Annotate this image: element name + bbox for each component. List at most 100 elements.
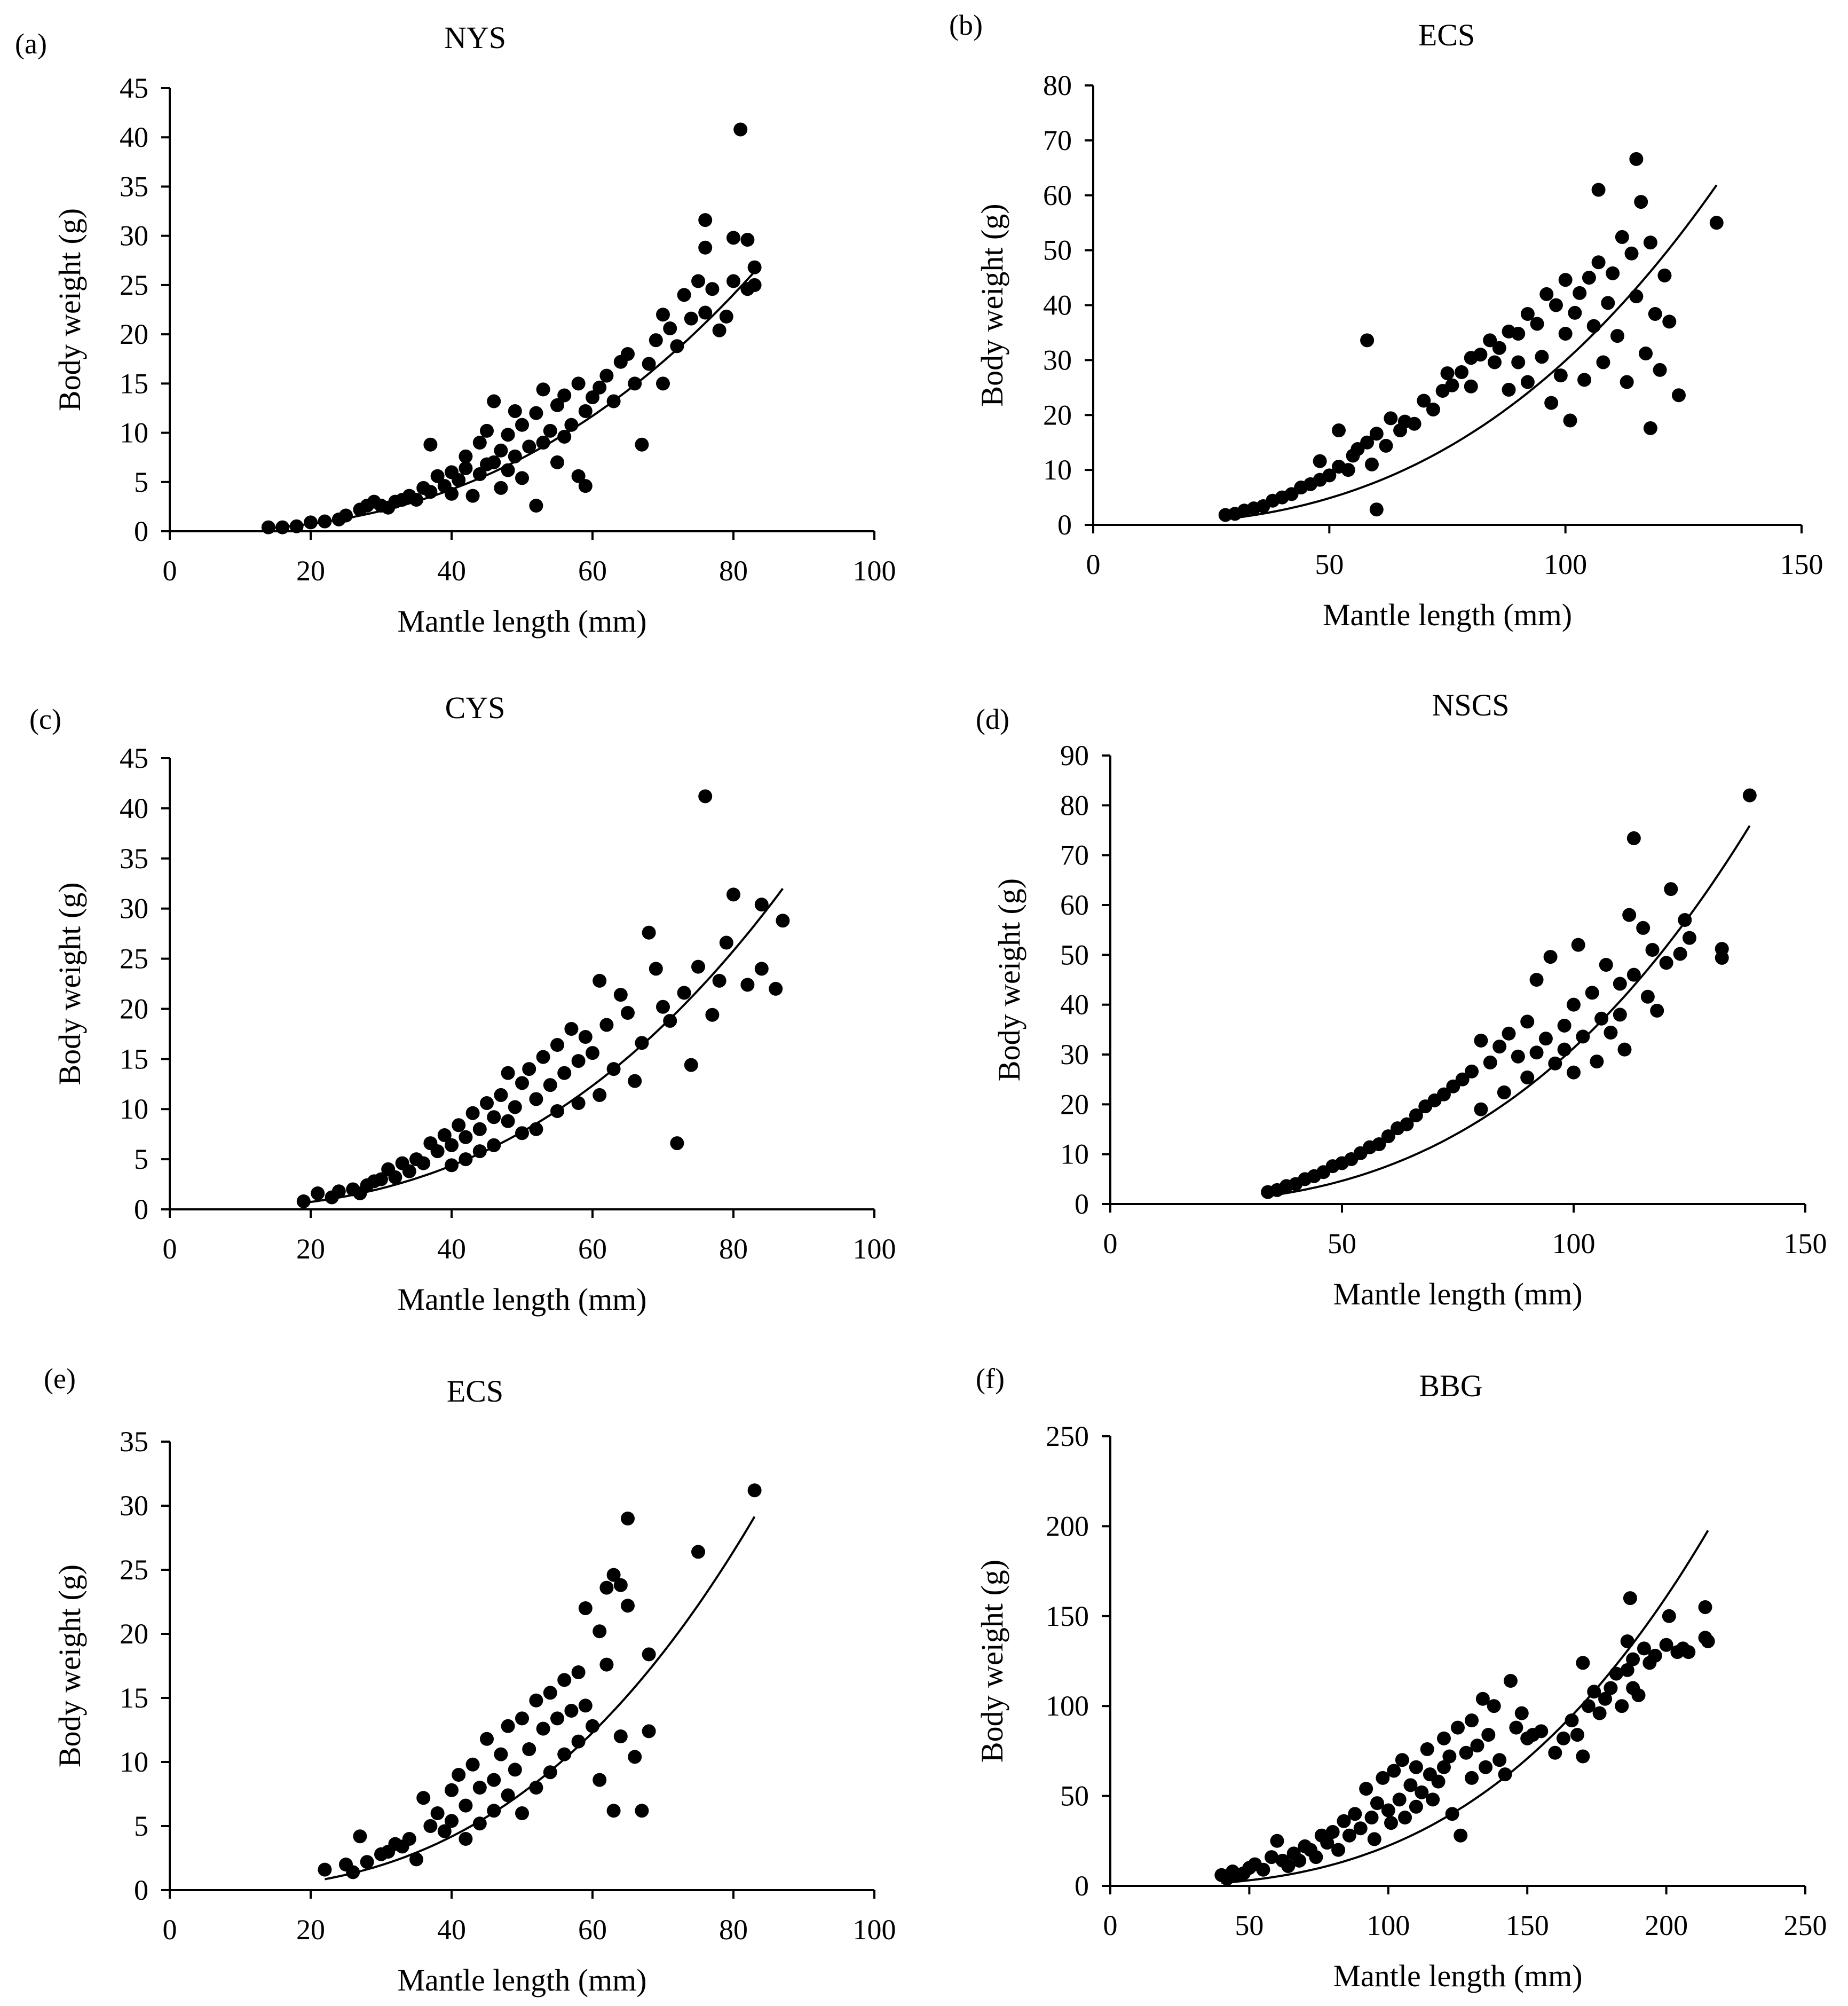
data-point (494, 1747, 508, 1761)
data-point (1384, 411, 1398, 426)
data-point (1436, 1760, 1451, 1774)
y-tick-label: 90 (1060, 740, 1089, 772)
data-point (480, 423, 494, 438)
data-point (1659, 1638, 1673, 1652)
data-point (740, 978, 755, 992)
data-point (1534, 1724, 1549, 1738)
y-tick-label: 20 (1060, 1088, 1089, 1120)
data-point (1558, 326, 1573, 341)
data-point (1591, 183, 1606, 197)
data-point (1332, 423, 1346, 438)
data-point (529, 499, 543, 513)
data-point (487, 1773, 501, 1787)
x-tick-label: 150 (1780, 548, 1823, 580)
data-point (754, 898, 769, 912)
data-point (1502, 382, 1516, 397)
data-point (1715, 950, 1729, 965)
data-point (1592, 1706, 1607, 1720)
data-point (452, 473, 466, 487)
data-point (747, 278, 762, 292)
data-point (402, 1164, 416, 1178)
data-point (1360, 435, 1375, 450)
data-point (522, 1742, 536, 1756)
data-point (628, 1750, 642, 1764)
data-point (550, 1038, 564, 1052)
data-point (522, 1062, 536, 1076)
data-point (726, 887, 740, 902)
data-point (1570, 1728, 1584, 1742)
data-point (543, 1078, 557, 1092)
x-tick-label: 40 (437, 1914, 466, 1946)
y-tick-label: 35 (120, 170, 148, 202)
data-point (501, 1788, 515, 1803)
data-point (571, 469, 586, 483)
data-point (1613, 977, 1627, 991)
data-point (409, 1852, 423, 1867)
chart-panel-b: (b) ECS 0 10 20 30 40 50 60 70 80 0 50 100 150 Mantle l… (949, 9, 1823, 632)
y-tick-label: 0 (134, 1193, 148, 1225)
data-point (1426, 1792, 1440, 1807)
data-point (1331, 1843, 1346, 1857)
y-axis-label: Body weight (g) (975, 203, 1009, 406)
y-tick-label: 35 (120, 1426, 148, 1458)
data-point (515, 1711, 529, 1726)
data-point (1643, 421, 1657, 435)
data-point (1530, 317, 1544, 331)
y-axis-label: Body weight (g) (975, 1560, 1009, 1763)
x-tick-label: 200 (1645, 1909, 1688, 1941)
data-point (459, 461, 473, 475)
data-point (586, 1046, 599, 1060)
fit-curve (268, 271, 756, 530)
data-point (1492, 341, 1506, 355)
data-point (480, 1096, 494, 1110)
y-tick-label: 40 (1043, 289, 1072, 321)
data-point (423, 1819, 438, 1833)
data-point (353, 1829, 367, 1844)
data-point (656, 1000, 670, 1014)
data-point (1511, 355, 1526, 369)
data-point (593, 380, 607, 395)
data-point (642, 357, 656, 371)
chart-panel-d: (d) NSCS 0 10 20 30 40 50 60 70 80 90 0 50 100 150 Mantl… (976, 688, 1827, 1311)
data-point (529, 1092, 543, 1106)
data-point (712, 973, 726, 988)
data-point (670, 339, 684, 353)
data-point (1626, 831, 1641, 845)
y-tick-label: 25 (120, 1554, 148, 1586)
y-axis-label: Body weight (g) (52, 208, 87, 411)
data-point (388, 1170, 402, 1184)
data-point (606, 1804, 621, 1818)
y-tick-label: 20 (120, 993, 148, 1025)
data-point (465, 489, 480, 503)
data-point (1553, 368, 1568, 383)
data-point (494, 481, 508, 495)
x-axis-label: Mantle length (mm) (397, 1282, 646, 1317)
data-point (635, 437, 649, 452)
data-point (1657, 268, 1672, 282)
data-point (621, 1512, 635, 1525)
y-tick-label: 10 (120, 1093, 148, 1125)
data-point (1403, 1778, 1418, 1792)
data-point (1313, 454, 1327, 468)
data-point (1431, 1774, 1446, 1789)
data-point (536, 382, 550, 397)
data-point (1369, 502, 1384, 517)
data-point (1381, 1129, 1395, 1144)
data-point (571, 1734, 586, 1749)
data-point (508, 1763, 522, 1777)
x-tick-label: 60 (578, 555, 607, 587)
data-point (557, 1673, 572, 1687)
chart-panel-c: (c) CYS 0 5 10 15 20 25 30 35 40 45 0 20 40 60 80 100 Mant… (29, 690, 896, 1317)
data-point (599, 1657, 614, 1672)
data-point (1610, 329, 1624, 343)
data-point (1511, 1049, 1525, 1064)
data-point (1671, 388, 1686, 403)
data-point (1620, 375, 1634, 389)
x-axis-label: Mantle length (mm) (397, 604, 646, 639)
data-point (529, 1693, 543, 1708)
data-point (1479, 1760, 1493, 1774)
data-point (754, 962, 769, 976)
data-point (501, 1114, 515, 1128)
data-point (416, 1791, 431, 1805)
data-point (557, 1747, 572, 1761)
